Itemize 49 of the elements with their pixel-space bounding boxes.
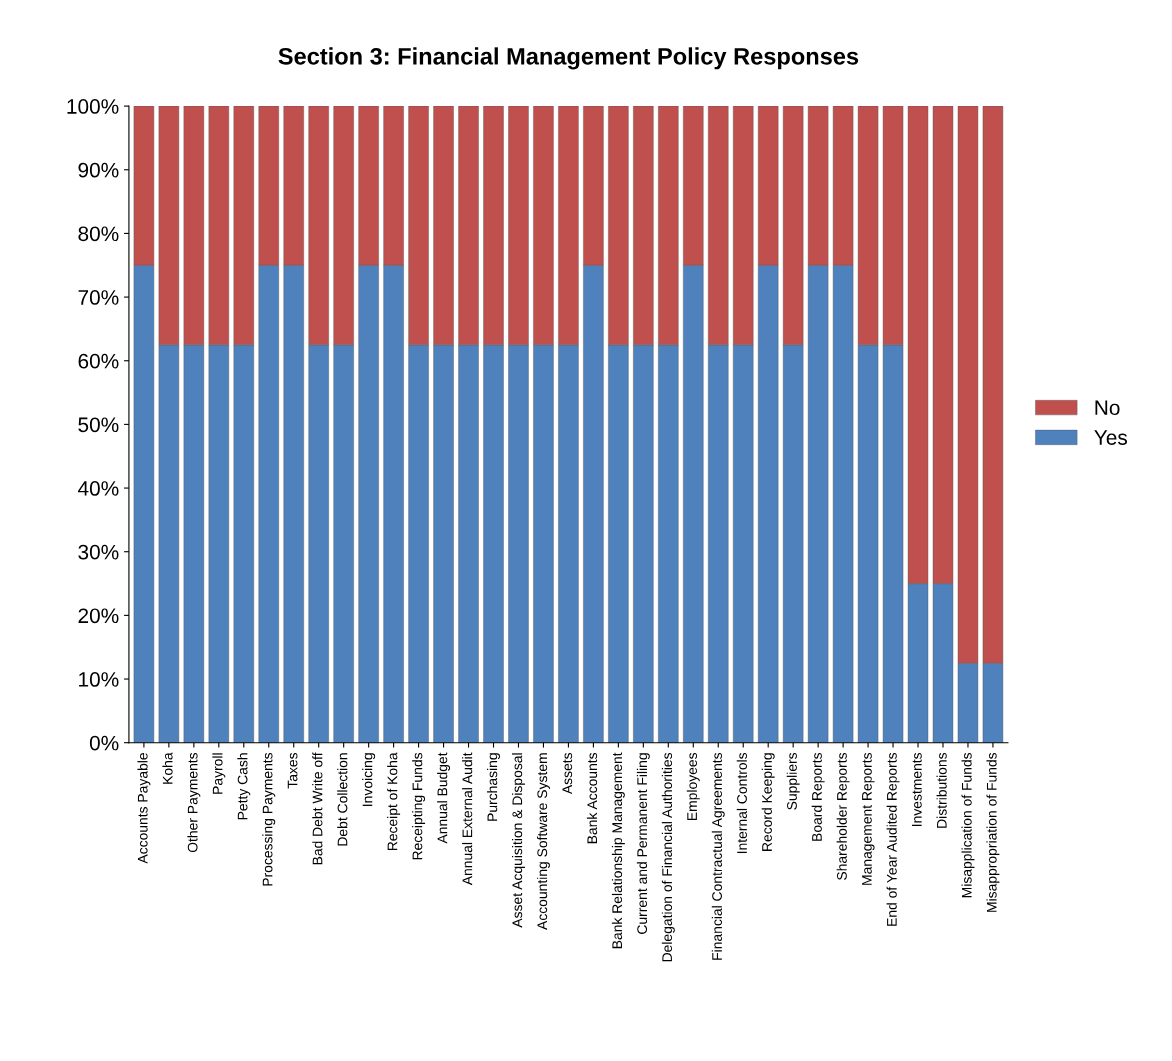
y-tick-label: 60% xyxy=(78,353,119,369)
x-tick-label: Accounts Payable xyxy=(137,753,151,864)
x-tick-label: Suppliers xyxy=(786,752,800,810)
y-tick-label: 0% xyxy=(89,735,119,751)
x-tick-label: Other Payments xyxy=(187,752,201,853)
x-tick-label: Delegation of Financial Authorities xyxy=(661,752,675,962)
y-tick-label: 30% xyxy=(78,544,119,560)
legend-label: No xyxy=(1095,400,1120,416)
x-tick-label: Receipting Funds xyxy=(412,752,426,860)
x-tick-label: End of Year Audited Reports xyxy=(886,752,900,926)
chart-title: Section 3: Financial Management Policy Responses xyxy=(278,47,859,70)
x-tick-label: Receipt of Koha xyxy=(387,752,401,851)
y-tick-label: 40% xyxy=(77,481,119,496)
y-tick-label: 10% xyxy=(79,672,119,687)
y-tick-label: 20% xyxy=(78,608,119,624)
y-tick-label: 100% xyxy=(67,99,119,114)
x-tick-label: Investments xyxy=(912,752,922,827)
x-tick-label: Bank Accounts xyxy=(586,752,598,844)
x-tick-label: Annual Budget xyxy=(437,752,451,844)
x-tick-label: Distributions xyxy=(936,752,947,828)
x-tick-label: Purchasing xyxy=(487,753,500,821)
x-tick-label: Petty Cash xyxy=(237,753,251,820)
x-tick-label: Misapplication of Funds xyxy=(961,752,975,898)
x-tick-label: Shareholder Reports xyxy=(836,752,850,880)
x-tick-label: Bank Relationship Management xyxy=(611,752,625,949)
x-tick-label: Invoicing xyxy=(362,753,376,806)
x-tick-label: Internal Controls xyxy=(736,752,747,854)
x-tick-label: Bad Debt Write off xyxy=(312,752,323,865)
x-tick-label: Koha xyxy=(162,752,173,784)
x-tick-label: Asset Acquisition & Disposal xyxy=(512,753,525,928)
y-tick-label: 90% xyxy=(78,162,119,178)
x-tick-label: Misappropriation of Funds xyxy=(986,752,1000,912)
x-tick-label: Board Reports xyxy=(811,752,825,841)
x-tick-label: Debt Collection xyxy=(337,753,348,846)
x-tick-label: Annual External Audit xyxy=(462,752,473,886)
x-tick-label: Financial Contractual Agreements xyxy=(711,752,725,960)
y-tick-label: 70% xyxy=(78,290,119,305)
x-tick-label: Current and Permanent Filing xyxy=(636,753,650,934)
x-tick-label: Taxes xyxy=(287,752,298,789)
x-tick-label: Assets xyxy=(562,752,573,795)
x-tick-label: Payroll xyxy=(212,753,226,794)
x-tick-label: Management Reports xyxy=(862,752,875,885)
y-tick-label: 80% xyxy=(78,226,119,242)
y-tick-label: 50% xyxy=(78,417,119,433)
x-tick-label: Processing Payments xyxy=(262,752,276,886)
x-tick-label: Accounting Software System xyxy=(536,753,550,930)
x-tick-label: Record Keeping xyxy=(761,753,775,851)
x-tick-label: Employees xyxy=(686,752,700,820)
legend-label: Yes xyxy=(1094,430,1128,445)
